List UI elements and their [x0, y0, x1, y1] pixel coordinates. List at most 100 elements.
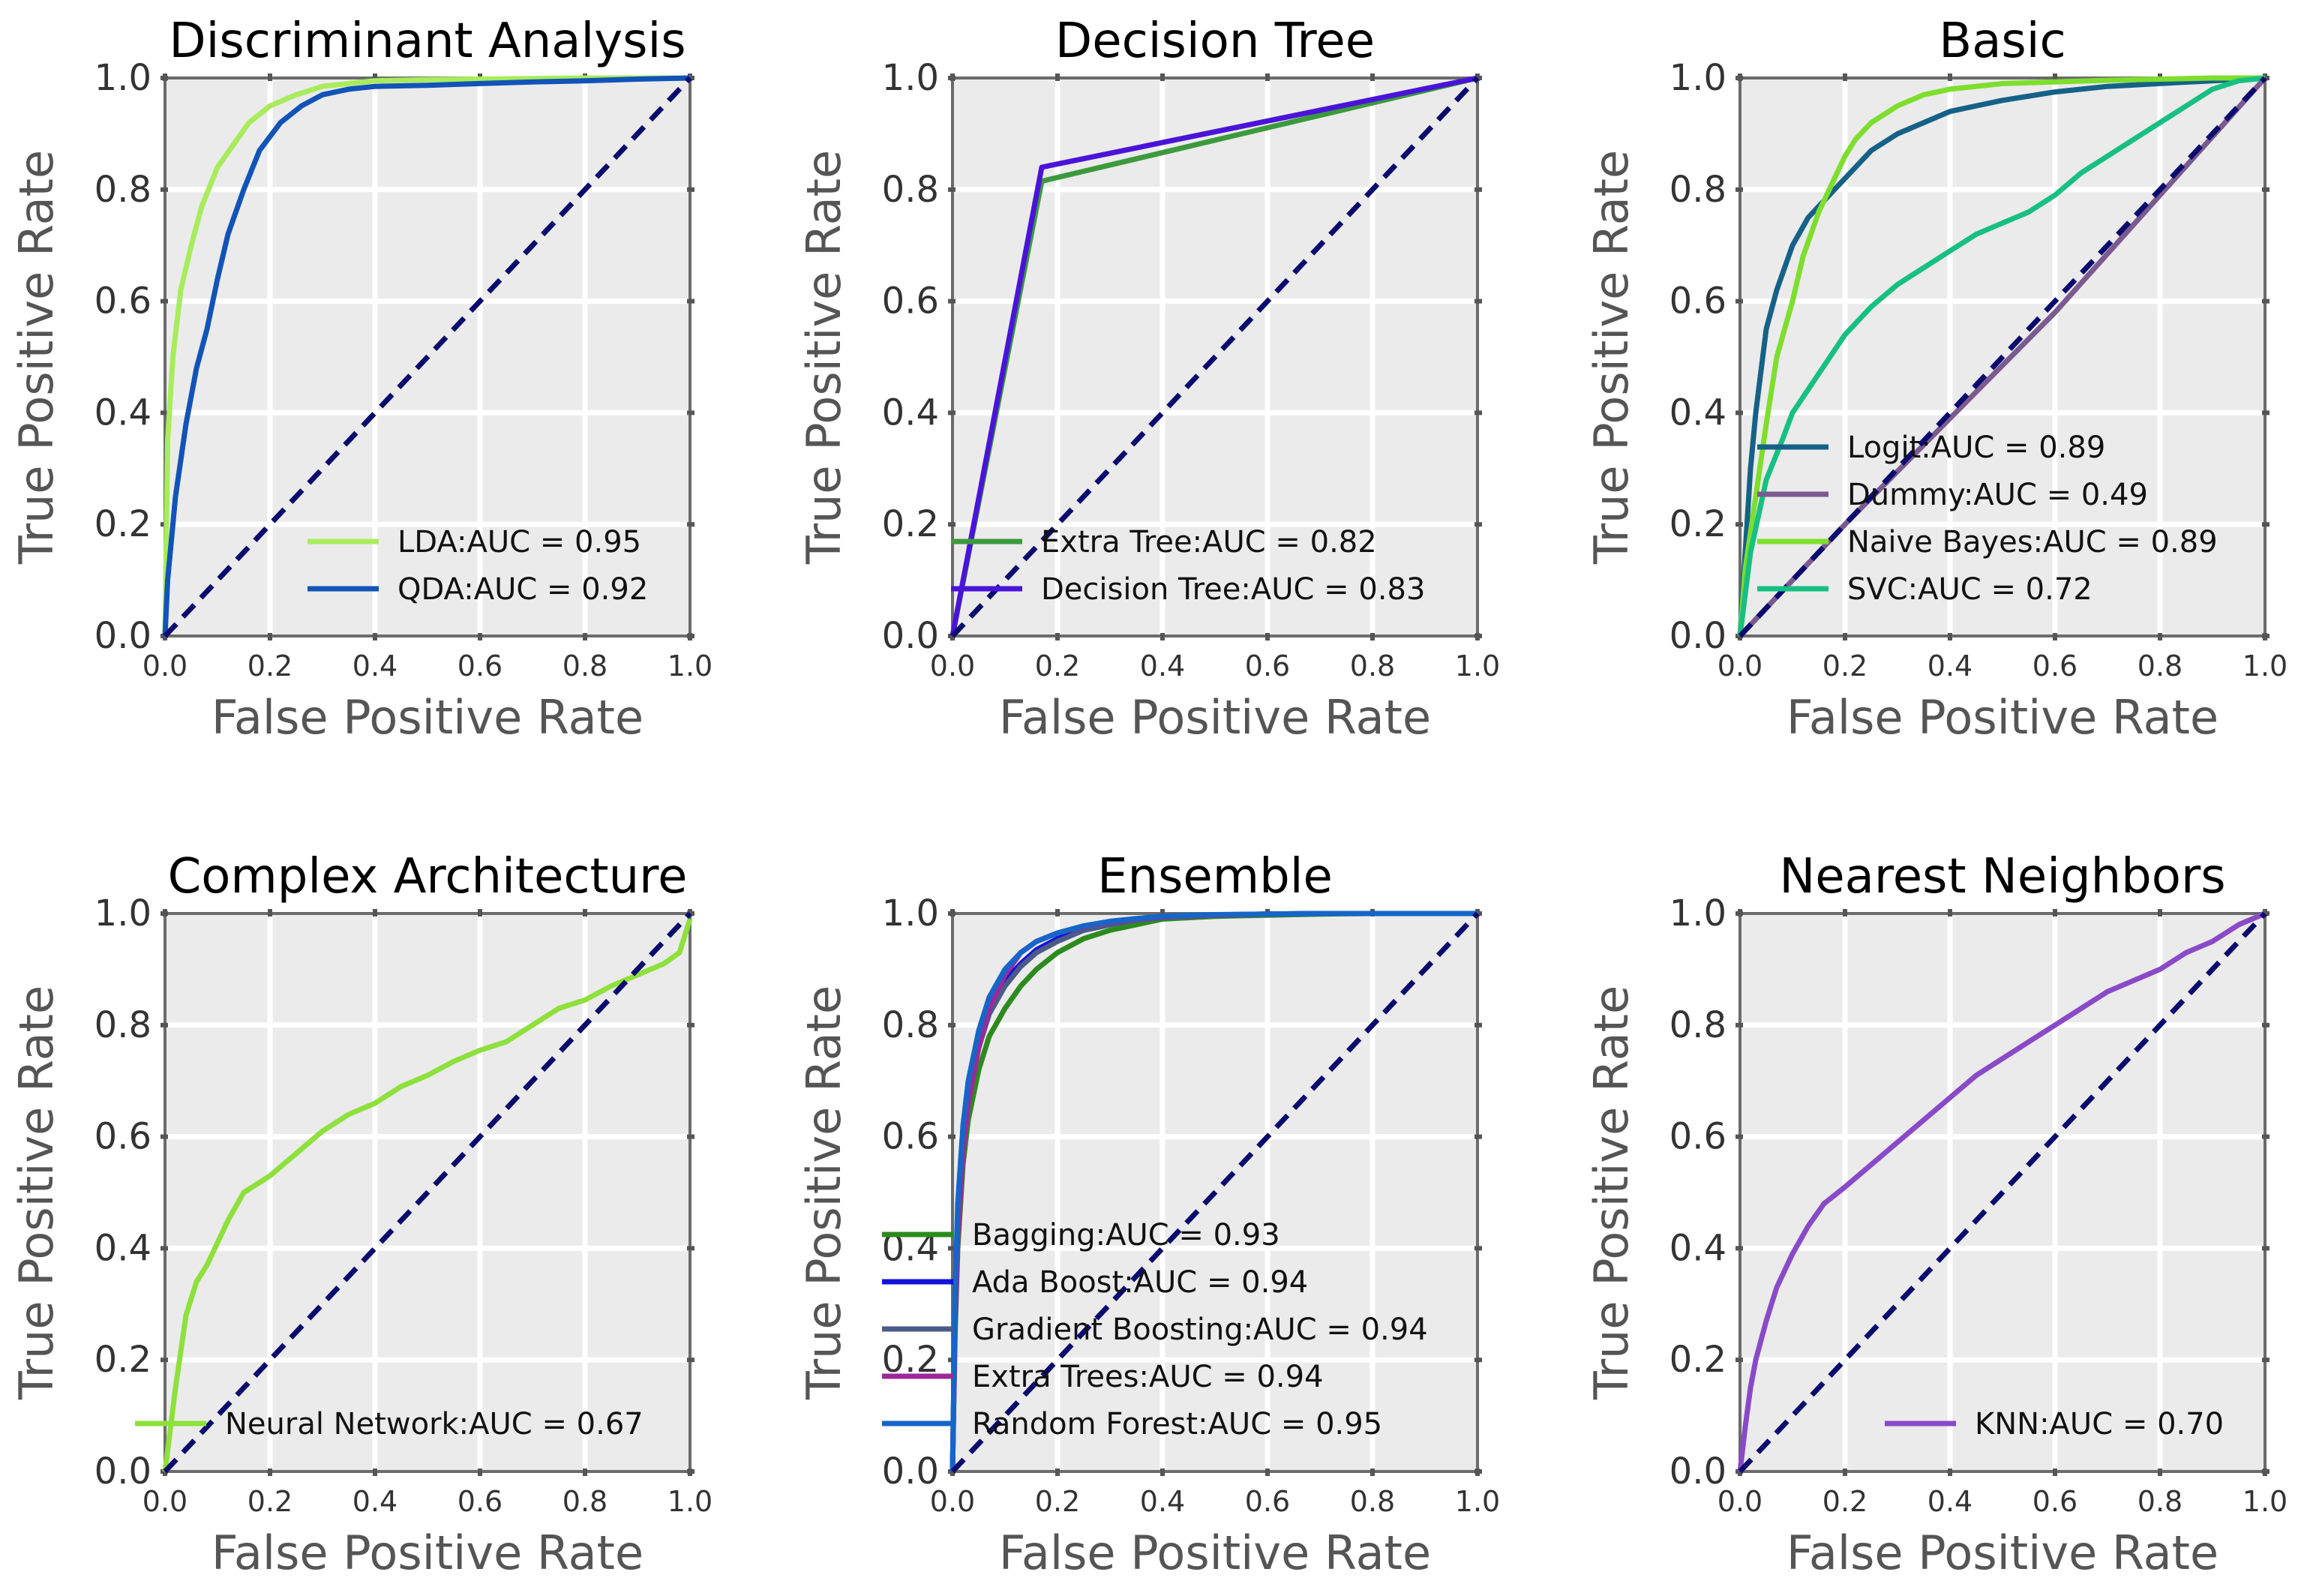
chart-title: Basic — [1939, 14, 2066, 69]
y-axis-label: True Positive Rate — [1584, 986, 1639, 1400]
legend-label: Naive Bayes:AUC = 0.89 — [1847, 525, 2218, 560]
x-axis-label: False Positive Rate — [999, 1526, 1431, 1580]
roc-panel-4: 0.0 0.2 0.4 0.6 0.8 1.0 0.0 0.2 0.4 0.6 0.8 1.0 Comp… — [9, 849, 712, 1580]
y-tick-label: 0.2 — [1670, 1339, 1726, 1381]
x-tick-label: 0.4 — [1928, 1485, 1972, 1518]
y-tick-label: 0.4 — [882, 392, 939, 434]
y-tick-label: 1.0 — [1670, 892, 1726, 934]
x-tick-label: 0.0 — [1718, 1485, 1762, 1518]
y-tick-label: 0.2 — [94, 1339, 152, 1381]
x-tick-label: 1.0 — [2242, 650, 2288, 682]
x-tick-label: 1.0 — [668, 1485, 712, 1518]
plot-frame — [1738, 912, 2266, 1473]
reference-diagonal — [163, 76, 692, 638]
x-tick-label: 0.8 — [2138, 1485, 2182, 1518]
y-tick-label: 0.4 — [1670, 392, 1726, 434]
y-axis-label: True Positive Rate — [796, 986, 851, 1400]
y-tick-label: 0.6 — [882, 280, 939, 322]
y-tick-label: 0.0 — [882, 615, 939, 657]
y-tick-label: 0.0 — [94, 615, 152, 657]
y-axis-label: True Positive Rate — [796, 150, 851, 565]
x-tick-label: 0.0 — [142, 1485, 188, 1518]
legend: LDA:AUC = 0.95 QDA:AUC = 0.92 — [308, 525, 648, 607]
legend: Logit:AUC = 0.89 Dummy:AUC = 0.49 Naive Ba… — [1757, 430, 2218, 607]
legend-label: Extra Trees:AUC = 0.94 — [972, 1360, 1324, 1394]
y-tick-label: 0.6 — [1670, 280, 1726, 322]
x-tick-label: 1.0 — [1455, 650, 1500, 682]
x-tick-label: 1.0 — [668, 650, 712, 682]
y-tick-label: 0.0 — [882, 1450, 939, 1492]
x-tick-label: 0.6 — [2032, 1485, 2078, 1518]
x-tick-label: 0.2 — [248, 1485, 292, 1518]
y-axis-label: True Positive Rate — [9, 986, 64, 1400]
legend-label: SVC:AUC = 0.72 — [1847, 572, 2092, 607]
x-tick-label: 1.0 — [1455, 1485, 1500, 1518]
y-tick-label: 0.2 — [94, 503, 152, 545]
y-tick-label: 0.8 — [94, 1004, 152, 1046]
x-tick-label: 0.8 — [1350, 1485, 1395, 1518]
x-tick-label: 0.8 — [1350, 650, 1395, 682]
series-line-0 — [162, 75, 690, 637]
y-tick-label: 0.6 — [94, 1116, 152, 1158]
y-tick-label: 0.4 — [94, 392, 152, 434]
reference-diagonal — [950, 76, 1480, 638]
x-tick-label: 0.8 — [562, 1485, 608, 1518]
y-tick-label: 0.0 — [1670, 615, 1726, 657]
x-tick-label: 0.6 — [458, 650, 502, 682]
legend-label: Neural Network:AUC = 0.67 — [225, 1407, 644, 1442]
legend-label: QDA:AUC = 0.92 — [398, 572, 648, 607]
legend-label: Random Forest:AUC = 0.95 — [972, 1407, 1382, 1442]
y-tick-label: 0.2 — [1670, 503, 1726, 545]
x-tick-label: 0.8 — [2138, 650, 2182, 682]
legend-label: Decision Tree:AUC = 0.83 — [1041, 572, 1425, 607]
plot-frame — [1738, 76, 2266, 638]
x-tick-label: 0.4 — [352, 650, 398, 682]
x-tick-label: 0.2 — [1035, 650, 1080, 682]
x-tick-label: 0.0 — [930, 1485, 975, 1518]
legend-label: Gradient Boosting:AUC = 0.94 — [972, 1312, 1428, 1347]
reference-diagonal — [950, 911, 1480, 1474]
legend: Extra Tree:AUC = 0.82 Decision Tree:AUC =… — [951, 525, 1425, 607]
y-axis-label: True Positive Rate — [1584, 150, 1639, 565]
y-tick-label: 0.8 — [1670, 169, 1726, 211]
y-tick-label: 1.0 — [94, 57, 152, 99]
x-tick-label: 0.2 — [1822, 650, 1868, 682]
roc-panel-3: 0.0 0.2 0.4 0.6 0.8 1.0 0.0 0.2 0.4 0.6 0.8 1.0 Basi… — [1584, 14, 2288, 745]
y-tick-label: 0.6 — [94, 280, 152, 322]
plot-frame — [164, 912, 692, 1473]
series-line-3 — [1737, 75, 2266, 637]
legend-label: KNN:AUC = 0.70 — [1975, 1407, 2224, 1442]
x-tick-label: 0.4 — [1140, 1485, 1185, 1518]
y-axis-label: True Positive Rate — [9, 150, 64, 565]
reference-diagonal — [163, 911, 692, 1474]
legend-label: Logit:AUC = 0.89 — [1847, 430, 2105, 465]
reference-diagonal — [1738, 76, 2267, 638]
legend-label: Bagging:AUC = 0.93 — [972, 1218, 1280, 1252]
y-tick-label: 0.2 — [882, 503, 939, 545]
x-tick-label: 1.0 — [2242, 1485, 2288, 1518]
x-tick-label: 0.8 — [562, 650, 608, 682]
x-axis-label: False Positive Rate — [212, 1526, 644, 1580]
chart-title: Decision Tree — [1055, 14, 1375, 69]
y-tick-label: 0.0 — [94, 1450, 152, 1492]
x-tick-label: 0.2 — [248, 650, 292, 682]
legend: Bagging:AUC = 0.93 Ada Boost:AUC = 0.94 Gr… — [882, 1218, 1428, 1442]
x-axis-label: False Positive Rate — [212, 690, 644, 745]
plot-frame — [951, 76, 1479, 638]
x-tick-label: 0.2 — [1035, 1485, 1080, 1518]
x-axis-label: False Positive Rate — [1786, 1526, 2218, 1580]
roc-panel-5: 0.0 0.2 0.4 0.6 0.8 1.00.00.20.40.60.81.0Ense… — [796, 849, 1500, 1580]
legend-label: LDA:AUC = 0.95 — [398, 525, 641, 560]
y-tick-label: 1.0 — [1670, 57, 1726, 99]
roc-panel-2: 0.0 0.2 0.4 0.6 0.8 1.0 0.0 0.2 0.4 0.6 0.8 1.0 Deci… — [796, 14, 1500, 745]
y-tick-label: 0.0 — [1670, 1450, 1726, 1492]
legend-label: Dummy:AUC = 0.49 — [1847, 478, 2148, 512]
y-tick-label: 0.8 — [882, 1004, 939, 1046]
x-axis-label: False Positive Rate — [999, 690, 1431, 745]
y-tick-label: 0.4 — [1670, 1227, 1726, 1269]
y-tick-label: 0.6 — [882, 1116, 939, 1158]
chart-title: Ensemble — [1097, 849, 1333, 904]
series-line-2 — [1737, 75, 2265, 637]
series-line-0 — [162, 918, 693, 1472]
